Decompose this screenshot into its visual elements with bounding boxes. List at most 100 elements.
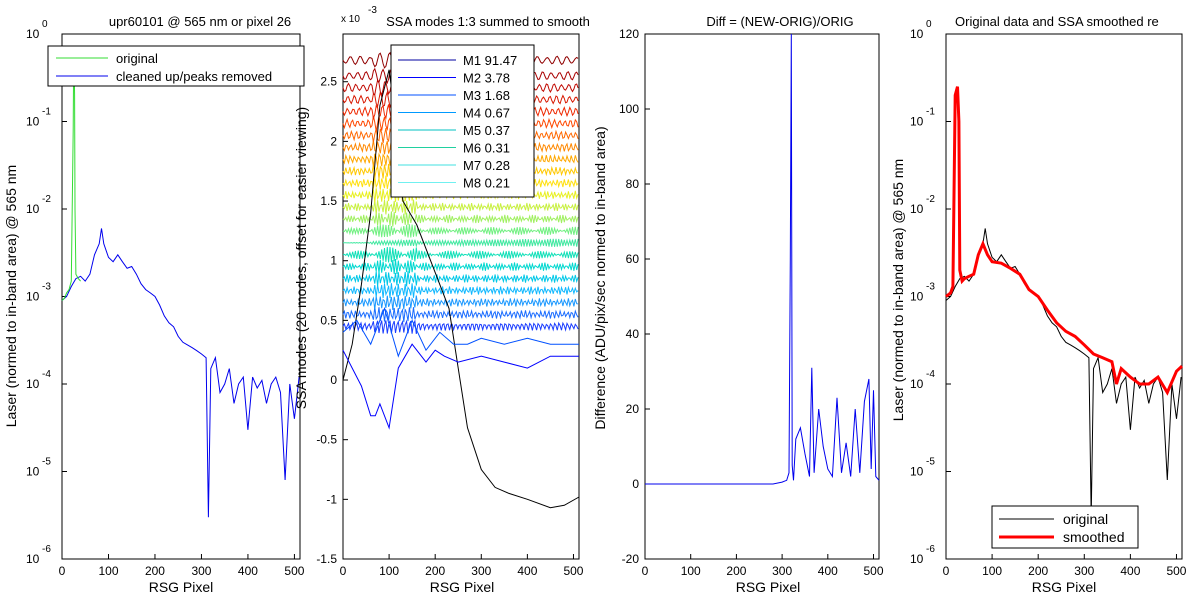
panel-4: Original data and SSA smoothed re RSG Pi…	[890, 14, 1187, 595]
panel-1-legend-label-original: original	[116, 51, 158, 66]
offset-mode-line	[342, 294, 579, 311]
y-tick-label: 1	[330, 254, 337, 268]
panel-4-legend-label-smoothed: smoothed	[1063, 529, 1124, 545]
x-tick-label: 200	[726, 564, 746, 578]
x-tick-label: 400	[238, 564, 258, 578]
panel-4-xlabel: RSG Pixel	[1032, 579, 1097, 595]
diff-line	[645, 33, 880, 485]
y-tick-label: 1.5	[320, 194, 337, 208]
panel-1-legend-box	[47, 45, 305, 87]
y-tick-label-exp: -3	[42, 282, 51, 293]
offset-mode-line	[342, 306, 579, 323]
panel-2-legend-box	[390, 44, 535, 198]
legend-label-m3: M3 1.68	[463, 88, 510, 103]
panel-4-x-ticks: 0 100 200 300 400 500	[943, 554, 1187, 578]
x-tick-label: 500	[563, 564, 583, 578]
panel-4-series	[945, 86, 1184, 518]
y-tick-label-base: 10	[26, 27, 40, 41]
panel-4-axes-box	[945, 33, 1183, 560]
series-line-original	[945, 228, 1182, 518]
legend-label-m8: M8 0.21	[463, 176, 510, 191]
y-tick-label-base: 10	[910, 27, 924, 41]
y-tick-label: -1	[326, 492, 337, 506]
legend-label-m4: M4 0.67	[463, 106, 510, 121]
mode-line-2	[342, 343, 579, 430]
y-tick-label-exp: -5	[926, 457, 935, 468]
panel-3-axes-box	[644, 33, 880, 560]
series-line-cleaned-up-peaks-removed	[61, 228, 300, 518]
y-tick-label-exp: 0	[926, 19, 932, 30]
y-tick-label: -1.5	[316, 552, 337, 566]
y-tick-label-base: 10	[910, 552, 924, 566]
panel-2-ylabel: SSA modes (20 modes, offset for easier v…	[293, 107, 309, 409]
panel-3-ylabel: Difference (ADU/pix/sec normed to in-ban…	[592, 126, 608, 429]
x-tick-label: 0	[943, 564, 950, 578]
x-tick-label: 100	[681, 564, 701, 578]
x-tick-label: 400	[517, 564, 537, 578]
y-tick-label-base: 10	[910, 202, 924, 216]
x-tick-label: 200	[1028, 564, 1048, 578]
panel-1-axes-box	[61, 33, 301, 560]
offset-mode-line	[342, 199, 579, 215]
panel-1: upr60101 @ 565 nm or pixel 26 RSG Pixel …	[3, 14, 305, 595]
mode-line-3	[342, 306, 579, 358]
panel-2-series	[342, 69, 580, 509]
offset-mode-line	[342, 283, 579, 299]
x-tick-label: 300	[1074, 564, 1094, 578]
y-tick-label: 0	[632, 477, 639, 491]
x-tick-label: 100	[379, 564, 399, 578]
panel-3-x-ticks: 0 100 200 300 400 500	[642, 554, 884, 578]
x-tick-label: 300	[191, 564, 211, 578]
panel-2-y-multiplier-exp: -3	[368, 5, 377, 16]
panel-3-xlabel: RSG Pixel	[736, 579, 801, 595]
legend-label-m6: M6 0.31	[463, 141, 510, 156]
x-tick-label: 200	[425, 564, 445, 578]
offset-mode-line	[343, 238, 579, 248]
panel-3: Diff = (NEW-ORIG)/ORIG RSG Pixel Differe…	[592, 14, 884, 595]
legend-label-m5: M5 0.37	[463, 123, 510, 138]
y-tick-label-exp: -6	[926, 544, 935, 555]
panel-1-title: upr60101 @ 565 nm or pixel 26	[109, 14, 291, 29]
y-tick-label-base: 10	[26, 290, 40, 304]
panel-2-legend: M1 91.47 M2 3.78 M3 1.68 M4 0.67 M5 0.37 M6 0…	[390, 44, 535, 198]
series-line-smoothed	[945, 86, 1184, 396]
panel-1-x-ticks: 0 100 200 300 400 500	[59, 554, 305, 578]
offset-mode-line	[342, 246, 579, 263]
panel-2-y-ticks: -1.5 -1 -0.5 0 0.5 1 1.5 2 2.5	[316, 75, 348, 566]
y-tick-label-base: 10	[910, 465, 924, 479]
x-tick-label: 200	[145, 564, 165, 578]
y-tick-label-base: 10	[910, 290, 924, 304]
y-tick-label-base: 10	[26, 202, 40, 216]
y-tick-label: 20	[626, 402, 640, 416]
y-tick-label: 80	[626, 177, 640, 191]
y-tick-label: 60	[626, 252, 640, 266]
y-tick-label-base: 10	[26, 377, 40, 391]
panel-4-ylabel: Laser (normed to in-band area) @ 565 nm	[890, 159, 906, 421]
y-tick-label: 0.5	[320, 313, 337, 327]
offset-mode-line	[342, 258, 579, 275]
x-tick-label: 400	[1120, 564, 1140, 578]
y-tick-label: 100	[619, 102, 639, 116]
panel-3-y-ticks: -20 0 20 40 60 80 100 120	[619, 27, 650, 566]
panel-2-y-multiplier: x 10	[341, 14, 360, 25]
y-tick-label-exp: -3	[926, 282, 935, 293]
y-tick-label-exp: -1	[42, 107, 51, 118]
legend-label-m1: M1 91.47	[463, 53, 517, 68]
y-tick-label: -20	[622, 552, 640, 566]
y-tick-label-base: 10	[26, 552, 40, 566]
y-tick-label-exp: -6	[42, 544, 51, 555]
panel-2-axes-box	[342, 33, 580, 560]
y-tick-label-base: 10	[26, 115, 40, 129]
x-tick-label: 400	[818, 564, 838, 578]
panel-4-legend-label-original: original	[1063, 511, 1108, 527]
offset-mode-line	[342, 224, 579, 238]
x-tick-label: 100	[98, 564, 118, 578]
offset-mode-line	[342, 271, 579, 287]
y-tick-label-exp: -4	[42, 369, 51, 380]
x-tick-label: 500	[1166, 564, 1186, 578]
y-tick-label: 120	[619, 27, 639, 41]
y-tick-label-exp: -2	[926, 194, 935, 205]
